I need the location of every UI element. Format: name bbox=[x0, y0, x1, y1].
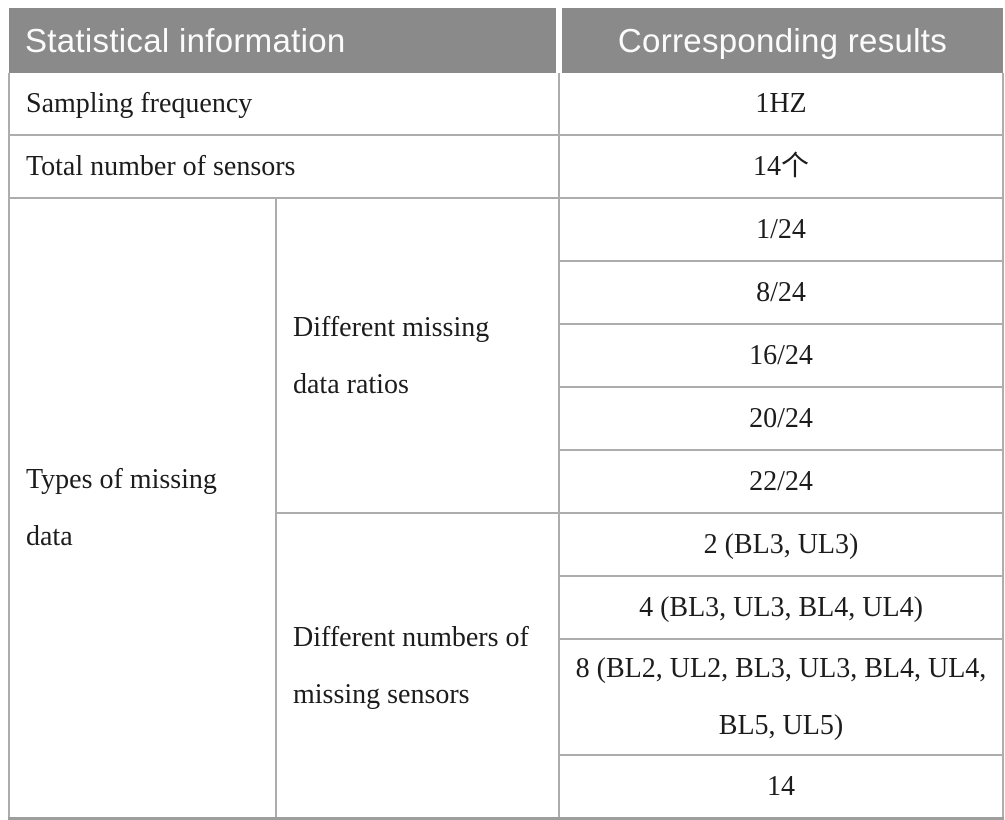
header-row: Statistical information Corresponding re… bbox=[9, 8, 1003, 73]
cell-sensors-value-4: 14 bbox=[558, 754, 1004, 820]
cell-sampling-frequency-value: 1HZ bbox=[558, 73, 1004, 136]
cell-missing-ratios-label: Different missing data ratios bbox=[275, 197, 560, 514]
table-body: Sampling frequency 1HZ Total number of s… bbox=[8, 73, 1004, 820]
cell-sampling-frequency-label: Sampling frequency bbox=[8, 73, 560, 136]
statistics-table-container: Statistical information Corresponding re… bbox=[8, 8, 1004, 820]
row-ratio-1: Types of missing data Different missing … bbox=[8, 197, 1004, 820]
cell-missing-sensors-label: Different numbers of missing sensors bbox=[275, 512, 560, 820]
row-ratio-4: 20/24 bbox=[9, 386, 1004, 451]
row-ratio-5: 22/24 bbox=[9, 449, 1004, 514]
cell-sensors-value-2: 4 (BL3, UL3, BL4, UL4) bbox=[558, 575, 1004, 640]
cell-ratio-value-1: 1/24 bbox=[558, 197, 1004, 262]
row-sensors-1: Different numbers of missing sensors 2 (… bbox=[9, 512, 1004, 820]
cell-total-sensors-value: 14个 bbox=[558, 134, 1004, 199]
table-header: Statistical information Corresponding re… bbox=[9, 8, 1003, 73]
cell-ratio-value-2: 8/24 bbox=[558, 260, 1004, 325]
cell-ratio-value-5: 22/24 bbox=[558, 449, 1004, 514]
statistics-table: Statistical information Corresponding re… bbox=[8, 8, 1004, 820]
row-total-sensors: Total number of sensors 14个 bbox=[8, 134, 1004, 199]
cell-ratio-value-3: 16/24 bbox=[558, 323, 1004, 388]
row-sampling-frequency: Sampling frequency 1HZ bbox=[8, 73, 1004, 136]
cell-sensors-value-3: 8 (BL2, UL2, BL3, UL3, BL4, UL4, BL5, UL… bbox=[558, 638, 1004, 756]
row-sensors-3: 8 (BL2, UL2, BL3, UL3, BL4, UL4, BL5, UL… bbox=[9, 638, 1004, 756]
row-ratio-3: 16/24 bbox=[9, 323, 1004, 388]
cell-ratio-value-4: 20/24 bbox=[558, 386, 1004, 451]
cell-total-sensors-label: Total number of sensors bbox=[8, 134, 560, 199]
row-ratio-2: 8/24 bbox=[9, 260, 1004, 325]
cell-types-of-missing-data-label: Types of missing data bbox=[8, 197, 277, 820]
header-corresponding-results: Corresponding results bbox=[556, 8, 1003, 73]
row-sensors-2: 4 (BL3, UL3, BL4, UL4) bbox=[9, 575, 1004, 640]
header-statistical-information: Statistical information bbox=[9, 8, 559, 73]
cell-sensors-value-1: 2 (BL3, UL3) bbox=[558, 512, 1004, 577]
